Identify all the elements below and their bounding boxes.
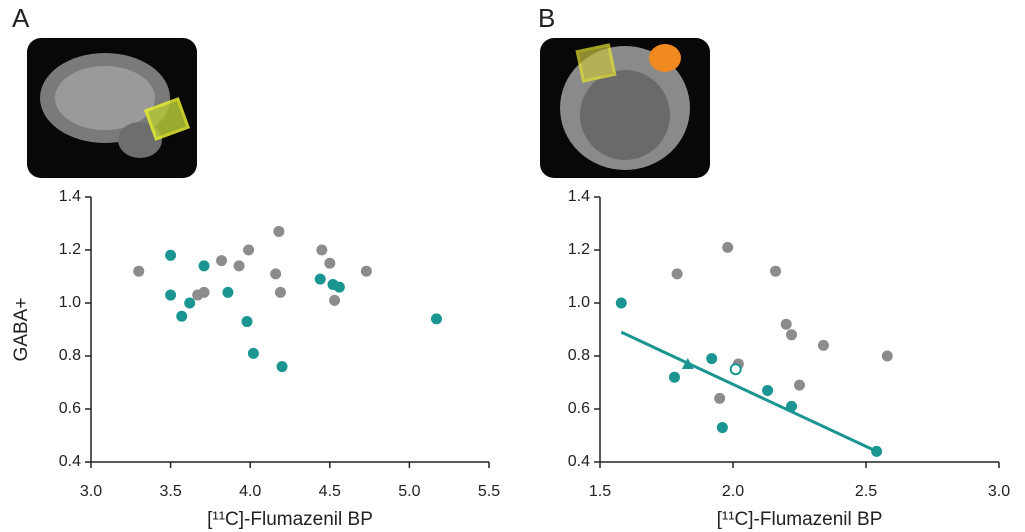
- point: [222, 286, 234, 298]
- point: [198, 286, 210, 298]
- point: [274, 286, 286, 298]
- point: [681, 357, 694, 369]
- x-tick-label: 5.5: [478, 483, 500, 500]
- point: [333, 281, 345, 293]
- point: [871, 445, 883, 457]
- point: [786, 400, 798, 412]
- point: [817, 339, 829, 351]
- point: [276, 361, 288, 373]
- brain-image-b: [540, 38, 710, 178]
- point: [430, 313, 442, 325]
- y-tick-label: 1.0: [568, 294, 590, 311]
- x-tick-label: 4.5: [319, 483, 341, 500]
- point: [324, 257, 336, 269]
- point: [794, 379, 805, 391]
- y-tick-label: 1.0: [59, 294, 81, 311]
- point: [165, 289, 177, 301]
- y-tick-label: 0.4: [59, 453, 81, 470]
- point: [316, 244, 328, 256]
- point: [714, 392, 726, 404]
- y-tick-label: 1.2: [568, 241, 590, 258]
- y-tick-label: 0.6: [568, 400, 590, 417]
- point: [770, 265, 782, 277]
- y-tick-label: 0.4: [568, 453, 590, 470]
- point: [881, 350, 893, 362]
- y-tick-label: 0.6: [59, 400, 81, 417]
- point: [780, 318, 792, 330]
- point: [314, 273, 326, 285]
- fit-line: [620, 330, 878, 453]
- point: [706, 353, 718, 365]
- point: [671, 268, 683, 280]
- x-tick-label: 3.0: [988, 483, 1010, 500]
- point: [176, 310, 188, 322]
- point: [329, 294, 341, 306]
- x-tick-label: 3.5: [159, 483, 181, 500]
- point: [668, 371, 680, 383]
- point: [241, 316, 253, 328]
- point: [716, 422, 728, 434]
- point: [360, 265, 372, 277]
- point: [270, 268, 282, 280]
- point: [233, 260, 245, 272]
- point: [273, 225, 285, 237]
- point: [762, 384, 774, 396]
- point: [247, 347, 259, 359]
- point: [133, 265, 145, 277]
- point: [184, 297, 196, 309]
- point: [786, 329, 798, 341]
- panel-label: A: [12, 3, 30, 33]
- x-tick-label: 3.0: [80, 483, 102, 500]
- point: [216, 255, 228, 267]
- x-tick-label: 1.5: [589, 483, 611, 500]
- y-axis-label: GABA+: [11, 298, 32, 362]
- panel-label: B: [538, 3, 555, 33]
- point: [615, 297, 627, 309]
- point: [165, 249, 177, 261]
- x-tick-label: 2.5: [855, 483, 877, 500]
- point: [722, 241, 734, 253]
- x-axis-label: [¹¹C]-Flumazenil BP: [207, 509, 373, 530]
- x-tick-label: 5.0: [398, 483, 420, 500]
- point: [198, 260, 210, 272]
- y-tick-label: 0.8: [59, 347, 81, 364]
- brain-image-a: [27, 38, 197, 178]
- x-axis-label: [¹¹C]-Flumazenil BP: [717, 509, 883, 530]
- y-tick-label: 0.8: [568, 347, 590, 364]
- x-tick-label: 2.0: [722, 483, 744, 500]
- y-tick-label: 1.2: [59, 241, 81, 258]
- x-tick-label: 4.0: [239, 483, 261, 500]
- point: [243, 244, 255, 256]
- y-tick-label: 1.4: [568, 188, 590, 205]
- y-tick-label: 1.4: [59, 188, 81, 205]
- point: [729, 363, 742, 376]
